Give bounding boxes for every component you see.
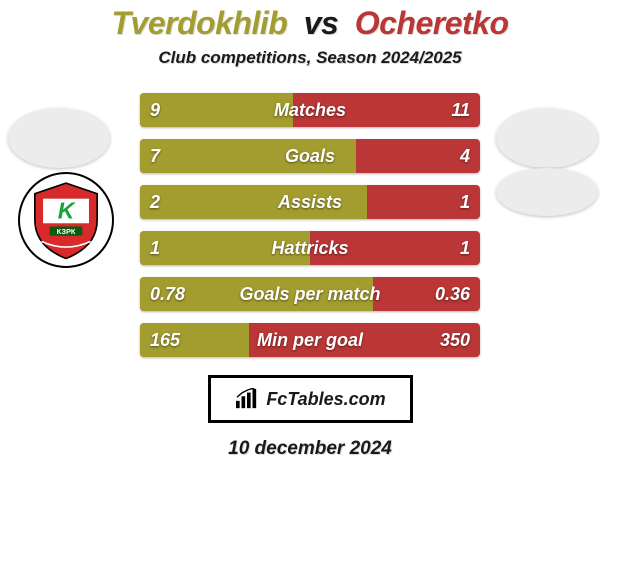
date-label: 10 december 2024 xyxy=(0,438,620,460)
stat-row: 21Assists xyxy=(140,185,480,219)
bar-left xyxy=(140,93,293,127)
club-shield-icon: K КЗРК xyxy=(25,179,107,261)
stat-row: 165350Min per goal xyxy=(140,323,480,357)
bar-left xyxy=(140,231,310,265)
player1-avatar xyxy=(8,108,110,168)
comparison-card: Tverdokhlib vs Ocheretko Club competitio… xyxy=(0,0,620,580)
player2-name: Ocheretko xyxy=(355,5,509,41)
bar-left xyxy=(140,139,356,173)
player2-avatar xyxy=(496,108,598,168)
player2-club-avatar xyxy=(496,168,598,216)
chart-icon xyxy=(234,388,260,410)
subtitle: Club competitions, Season 2024/2025 xyxy=(0,48,620,68)
bar-left xyxy=(140,323,249,357)
brand-text: FcTables.com xyxy=(266,389,385,410)
stat-row: 0.780.36Goals per match xyxy=(140,277,480,311)
vs-label: vs xyxy=(304,5,339,41)
club-code: КЗРК xyxy=(57,227,76,236)
brand-badge: FcTables.com xyxy=(208,375,413,423)
player1-club-logo: K КЗРК xyxy=(18,172,114,268)
svg-text:K: K xyxy=(58,197,76,223)
player1-name: Tverdokhlib xyxy=(111,5,287,41)
stat-rows: 911Matches 74Goals 21Assists 11Hattricks 0.7… xyxy=(140,93,480,357)
stat-row: 74Goals xyxy=(140,139,480,173)
stat-row: 911Matches xyxy=(140,93,480,127)
bar-left xyxy=(140,277,373,311)
bar-left xyxy=(140,185,367,219)
page-title: Tverdokhlib vs Ocheretko xyxy=(0,5,620,42)
stat-row: 11Hattricks xyxy=(140,231,480,265)
